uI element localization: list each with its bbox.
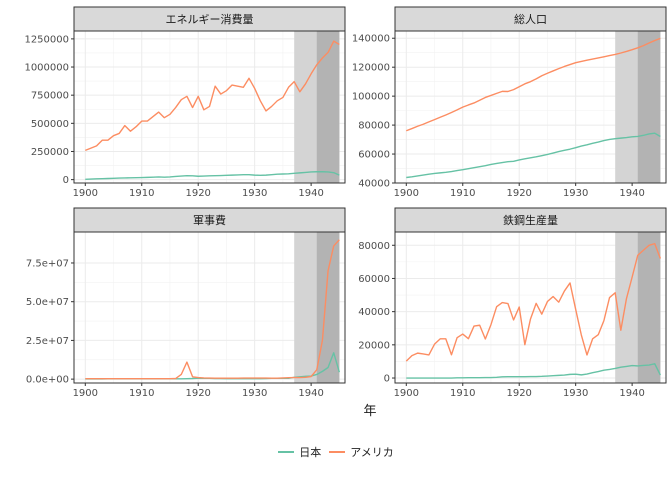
panel-border [394, 30, 667, 184]
legend-swatch-usa [329, 451, 346, 453]
y-tick-label: 60000 [358, 150, 390, 161]
series-line-usa [405, 242, 662, 362]
panel-4: 鉄鋼生産量 1900 1910 1920 1930 1940 0 20000 40000 6000… [358, 207, 667, 399]
panel-title: 軍事費 [193, 213, 226, 227]
y-tick-label: 0.0e+00 [26, 375, 69, 386]
shaded-range-dark [637, 31, 661, 183]
legend-swatch-japan [278, 451, 295, 453]
y-tick-label: 5.0e+07 [26, 297, 69, 308]
panel-strip [394, 6, 667, 32]
legend-label-usa: アメリカ [350, 446, 394, 459]
panel-title: 鉄鋼生産量 [503, 213, 558, 227]
y-tick-label: 7.5e+07 [26, 258, 69, 269]
panel-3: 軍事費 1900 1910 1920 1930 1940 0.0e+00 2.5e+07 5.0… [26, 207, 346, 399]
y-tick-label: 120000 [352, 63, 390, 74]
series-line-usa [406, 37, 661, 132]
y-tick-label: 2.5e+07 [26, 336, 69, 347]
x-tick-label: 1910 [129, 388, 154, 399]
x-tick-label: 1920 [506, 388, 531, 399]
x-tick-label: 1940 [298, 388, 323, 399]
y-tick-label: 500000 [31, 119, 69, 130]
y-tick-label: 40000 [358, 307, 390, 318]
series-line-japan [406, 363, 661, 379]
x-tick-label: 1930 [242, 188, 267, 199]
x-tick-label: 1940 [619, 388, 644, 399]
y-tick-label: 750000 [31, 91, 69, 102]
x-tick-label: 1920 [185, 188, 210, 199]
y-tick-label: 0 [63, 175, 69, 186]
x-tick-label: 1910 [450, 388, 475, 399]
series-line-usa [85, 239, 340, 380]
x-tick-label: 1910 [129, 188, 154, 199]
x-tick-label: 1940 [298, 188, 323, 199]
y-tick-label: 1000000 [24, 63, 69, 74]
x-tick-label: 1930 [563, 388, 588, 399]
x-axis-label: 年 [363, 404, 376, 419]
legend-item-japan: 日本 [278, 444, 321, 460]
panel-strip [73, 207, 346, 233]
x-tick-label: 1940 [619, 188, 644, 199]
series-line-japan [406, 132, 661, 179]
y-tick-label: 80000 [358, 241, 390, 252]
y-tick-label: 60000 [358, 274, 390, 285]
y-tick-label: 1250000 [24, 34, 69, 45]
legend: 日本 アメリカ [0, 444, 672, 460]
series-line-usa [85, 40, 340, 152]
shaded-range-dark [637, 232, 661, 383]
panel-title: 総人口 [514, 12, 547, 26]
x-tick-label: 1930 [563, 188, 588, 199]
x-tick-label: 1900 [73, 188, 98, 199]
x-tick-label: 1900 [73, 388, 98, 399]
x-tick-label: 1930 [242, 388, 267, 399]
x-tick-label: 1910 [450, 188, 475, 199]
shaded-range-dark [316, 232, 340, 383]
panel-2: 総人口 1900 1910 1920 1930 1940 40000 60000 80000 10… [352, 6, 667, 199]
panel-border [394, 231, 667, 384]
x-tick-label: 1900 [394, 188, 419, 199]
x-tick-label: 1900 [394, 388, 419, 399]
series-line-japan [85, 171, 340, 180]
y-tick-label: 250000 [31, 147, 69, 158]
panel-1: エネルギー消費量 1900 1910 1920 1930 1940 0 250000 50000… [24, 6, 346, 199]
x-tick-label: 1920 [506, 188, 531, 199]
panel-strip [394, 207, 667, 233]
y-tick-label: 80000 [358, 121, 390, 132]
x-tick-label: 1920 [185, 388, 210, 399]
shaded-range-dark [316, 31, 340, 183]
legend-item-usa: アメリカ [329, 444, 394, 460]
panel-border [73, 231, 346, 384]
y-tick-label: 0 [384, 374, 390, 385]
y-tick-label: 140000 [352, 34, 390, 45]
y-tick-label: 20000 [358, 340, 390, 351]
panel-strip [73, 6, 346, 32]
y-tick-label: 40000 [358, 179, 390, 190]
panel-title: エネルギー消費量 [166, 12, 254, 26]
panel-border [73, 30, 346, 184]
legend-label-japan: 日本 [299, 446, 322, 459]
y-tick-label: 100000 [352, 92, 390, 103]
